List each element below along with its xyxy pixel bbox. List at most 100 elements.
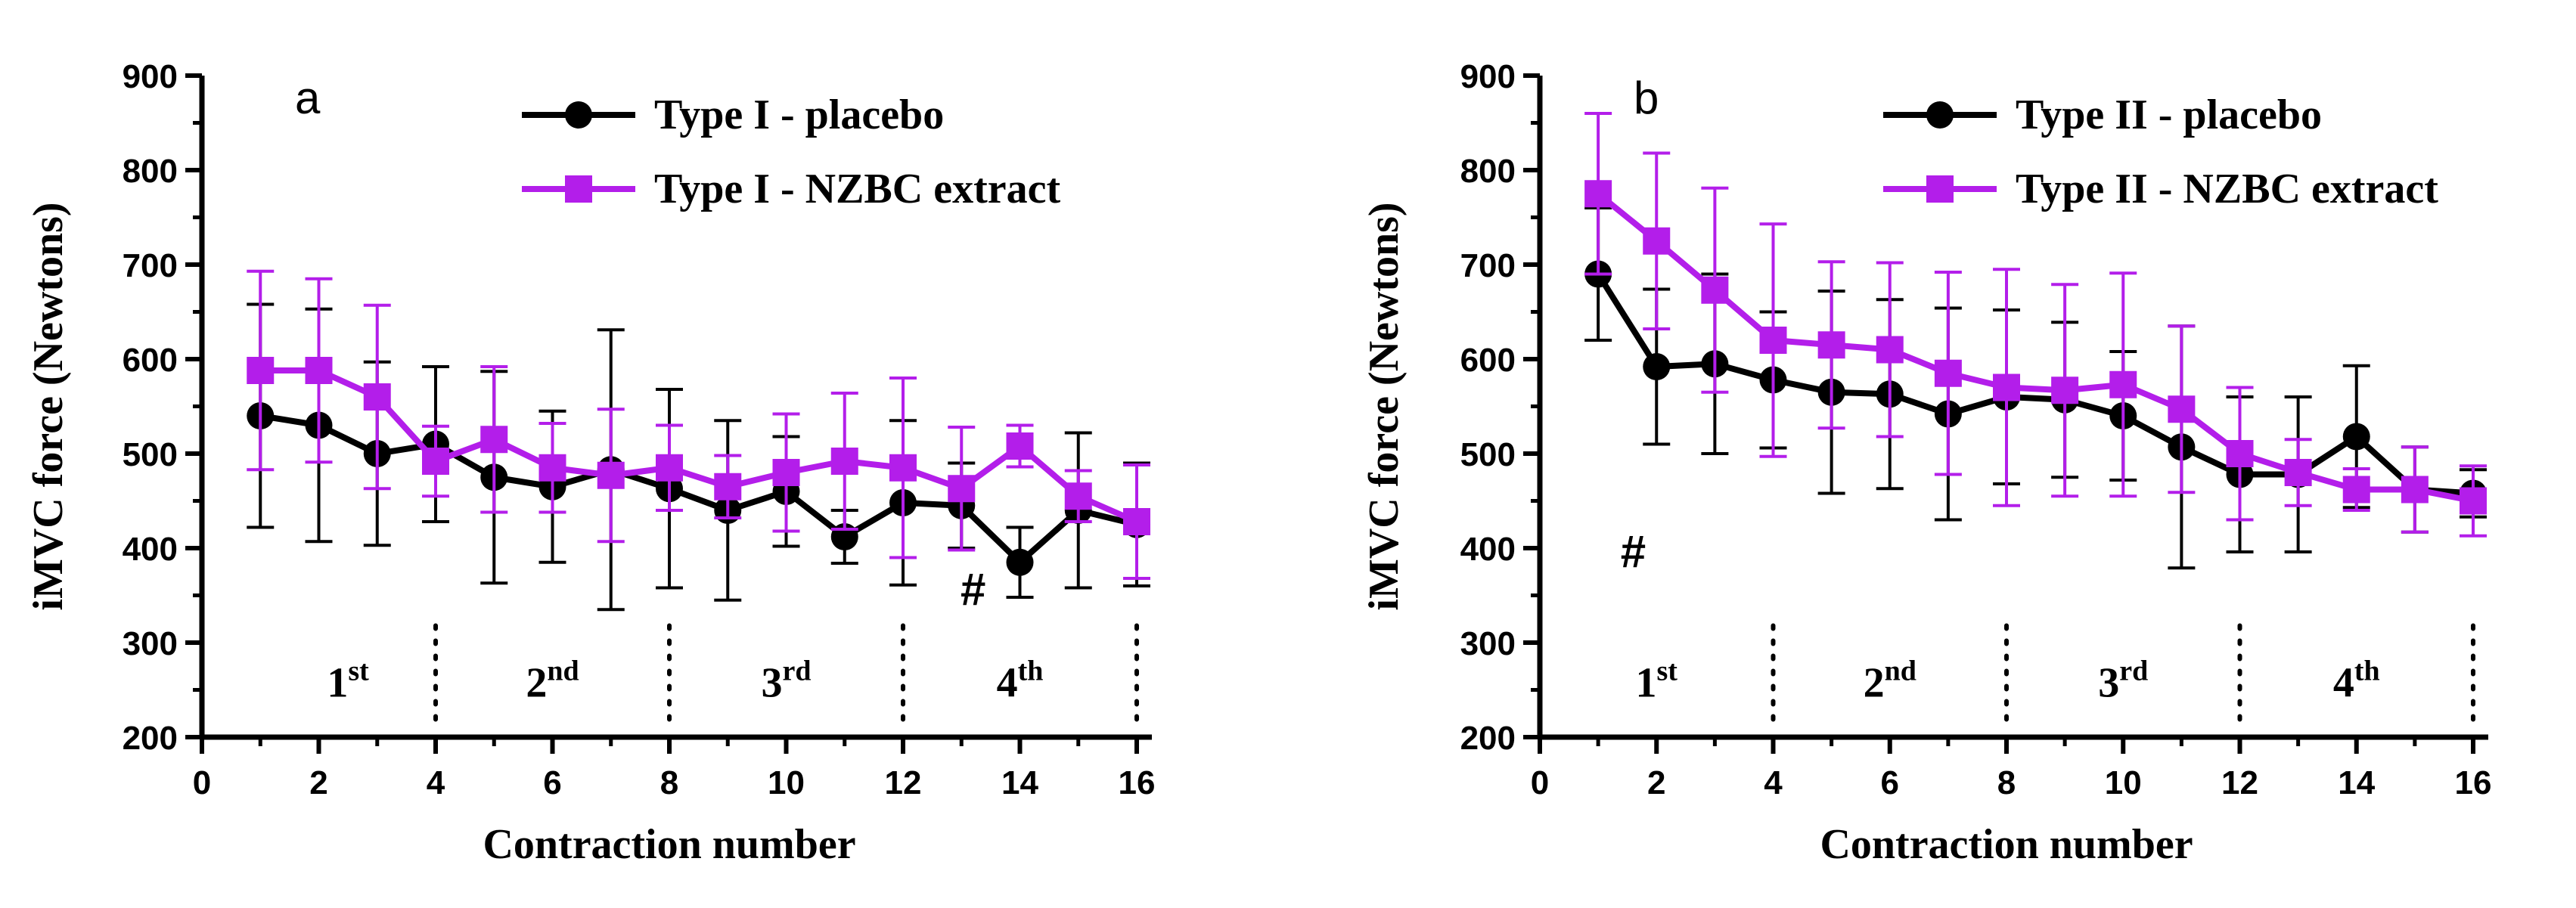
y-tick-label: 400: [1460, 531, 1516, 568]
bout-label: 2nd: [526, 655, 579, 706]
legend-marker: [565, 175, 592, 203]
y-tick-label: 900: [123, 58, 178, 95]
x-tick-label: 6: [1881, 764, 1899, 801]
data-point: [1876, 336, 1904, 364]
x-axis-title: Contraction number: [1820, 821, 2193, 868]
chart-panel-b: 200 300 400 500 600 700 800 900 0 2 4 6 8 10 12 14 16 Con…: [1361, 58, 2491, 868]
y-tick-label: 500: [1460, 436, 1516, 473]
x-tick-label: 0: [1531, 764, 1549, 801]
legend-marker: [1926, 175, 1954, 203]
data-point: [714, 473, 742, 500]
data-point: [1064, 482, 1092, 510]
y-tick-label: 800: [123, 153, 178, 190]
legend-label: Type I - placebo: [654, 91, 944, 138]
data-point: [2109, 370, 2137, 398]
y-tick-label: 200: [1460, 720, 1516, 757]
series-extract: [1584, 112, 2487, 538]
x-axis-title: Contraction number: [483, 821, 855, 868]
bout-label: 1st: [1636, 655, 1678, 706]
panel-letter: a: [295, 73, 321, 123]
y-tick-label: 800: [1460, 153, 1516, 190]
data-point: [1934, 359, 1962, 387]
data-point: [2168, 395, 2196, 423]
data-point: [538, 454, 566, 482]
data-point: [1643, 353, 1671, 380]
data-point: [363, 383, 391, 411]
data-point: [2342, 476, 2370, 504]
data-point: [656, 454, 683, 482]
data-point: [1123, 508, 1150, 535]
y-tick-label: 700: [123, 247, 178, 284]
data-point: [2051, 377, 2079, 404]
series-extract: [247, 269, 1150, 580]
series-line: [1596, 191, 2474, 504]
data-point: [305, 357, 333, 384]
y-tick-label: 300: [1460, 625, 1516, 662]
x-tick-label: 8: [660, 764, 678, 801]
data-point: [422, 448, 449, 475]
legend-label: Type II - NZBC extract: [2016, 166, 2438, 212]
data-point: [1006, 548, 1034, 576]
y-tick-label: 900: [1460, 58, 1516, 95]
legend-marker: [565, 101, 592, 129]
x-tick-label: 10: [2105, 764, 2142, 801]
bout-label: 2nd: [1864, 655, 1916, 706]
x-tick-label: 6: [543, 764, 561, 801]
x-tick-label: 4: [427, 764, 445, 801]
significance-marker: #: [1621, 526, 1646, 577]
y-tick-label: 600: [123, 342, 178, 379]
bout-label: 3rd: [762, 655, 812, 706]
data-point: [889, 454, 917, 482]
data-point: [1643, 227, 1671, 255]
x-tick-label: 16: [1119, 764, 1156, 801]
legend-label: Type I - NZBC extract: [654, 166, 1060, 212]
data-point: [1584, 180, 1612, 208]
significance-marker: #: [961, 564, 985, 615]
x-tick-label: 10: [768, 764, 805, 801]
y-tick-label: 400: [123, 531, 178, 568]
data-point: [597, 461, 625, 489]
y-tick-label: 700: [1460, 247, 1516, 284]
bout-label: 4th: [997, 655, 1044, 706]
x-tick-label: 8: [1997, 764, 2016, 801]
bout-label: 4th: [2333, 655, 2380, 706]
data-point: [1759, 327, 1787, 354]
y-axis-title: iMVC force (Newtons): [1361, 202, 1407, 610]
data-point: [830, 448, 858, 475]
y-tick-label: 600: [1460, 342, 1516, 379]
x-tick-label: 0: [193, 764, 211, 801]
series-line: [260, 367, 1138, 525]
x-tick-label: 14: [1001, 764, 1038, 801]
x-tick-label: 16: [2455, 764, 2492, 801]
data-point: [2342, 423, 2370, 451]
x-tick-label: 4: [1764, 764, 1783, 801]
bout-label: 3rd: [2098, 655, 2148, 706]
x-tick-label: 12: [2221, 764, 2258, 801]
data-point: [2460, 487, 2487, 515]
data-point: [2284, 459, 2312, 486]
data-point: [480, 426, 508, 454]
data-point: [948, 475, 976, 503]
y-axis-title: iMVC force (Newtons): [25, 202, 72, 610]
data-point: [247, 357, 275, 384]
series-line: [1595, 272, 2474, 497]
data-point: [1817, 331, 1845, 359]
data-point: [2401, 476, 2429, 504]
bout-label: 1st: [327, 655, 369, 706]
x-tick-label: 12: [885, 764, 922, 801]
legend-label: Type II - placebo: [2016, 91, 2322, 138]
y-tick-label: 300: [123, 625, 178, 662]
chart-panel-a: 200 300 400 500 600 700 800 900 0 2 4 6 8 10 12 14 16 Con…: [25, 58, 1155, 868]
x-tick-label: 2: [1647, 764, 1665, 801]
data-point: [1993, 373, 2020, 401]
panel-letter: b: [1634, 73, 1659, 123]
x-tick-label: 2: [309, 764, 327, 801]
series-line: [259, 413, 1137, 566]
legend-marker: [1926, 101, 1954, 129]
data-point: [772, 459, 800, 486]
data-point: [2226, 440, 2254, 467]
data-point: [1701, 276, 1729, 304]
data-point: [1006, 432, 1034, 460]
y-tick-label: 200: [123, 720, 178, 757]
